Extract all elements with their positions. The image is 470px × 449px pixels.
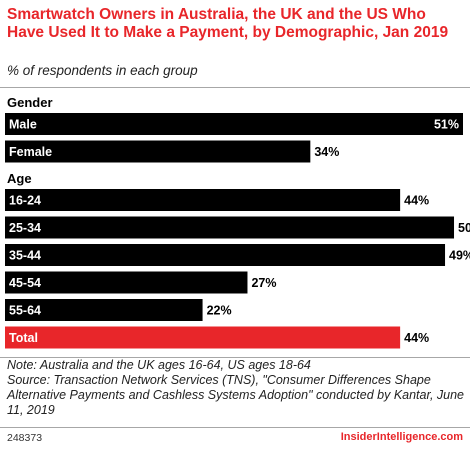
chart-id: 248373: [7, 432, 43, 444]
value-label-female: 34%: [314, 145, 339, 159]
value-label-male: 51%: [434, 118, 459, 132]
value-label-55-64: 22%: [207, 304, 232, 318]
category-label-female: Female: [9, 145, 52, 159]
bar-total: [5, 326, 401, 349]
value-label-total: 44%: [404, 331, 429, 345]
group-label-age: Age: [7, 171, 32, 186]
value-label-25-34: 50%: [458, 221, 470, 235]
group-label-gender: Gender: [7, 95, 53, 110]
category-label-total: Total: [9, 331, 38, 345]
note-text: Note: Australia and the UK ages 16-64, U…: [7, 358, 311, 372]
bar-45-54: [5, 271, 248, 294]
brand-logo[interactable]: InsiderIntelligence.com: [340, 431, 463, 443]
bar-chart: Gender Male 51% Female 34% Age 16-24 44% 25-34 50…: [5, 95, 470, 349]
notes-block: Note: Australia and the UK ages 16-64, U…: [7, 358, 467, 418]
bar-16-24: [5, 189, 401, 211]
bar-35-44: [5, 244, 446, 266]
value-label-45-54: 27%: [251, 276, 276, 290]
top-divider: [0, 87, 470, 88]
category-label-male: Male: [9, 118, 37, 132]
chart-title: Smartwatch Owners in Australia, the UK a…: [7, 6, 449, 41]
category-label-25-34: 25-34: [9, 221, 41, 235]
bar-55-64: [5, 299, 203, 321]
category-label-35-44: 35-44: [9, 249, 41, 263]
bar-male: [5, 113, 463, 135]
footer-divider: [0, 427, 470, 428]
category-label-45-54: 45-54: [9, 276, 41, 290]
bar-female: [5, 140, 311, 163]
category-label-16-24: 16-24: [9, 194, 41, 208]
bar-25-34: [5, 216, 455, 239]
category-label-55-64: 55-64: [9, 304, 41, 318]
source-text: Source: Transaction Network Services (TN…: [7, 373, 465, 417]
chart-subtitle: % of respondents in each group: [7, 63, 198, 78]
value-label-16-24: 44%: [404, 194, 429, 208]
value-label-35-44: 49%: [449, 249, 470, 263]
notes-divider: [0, 357, 470, 358]
